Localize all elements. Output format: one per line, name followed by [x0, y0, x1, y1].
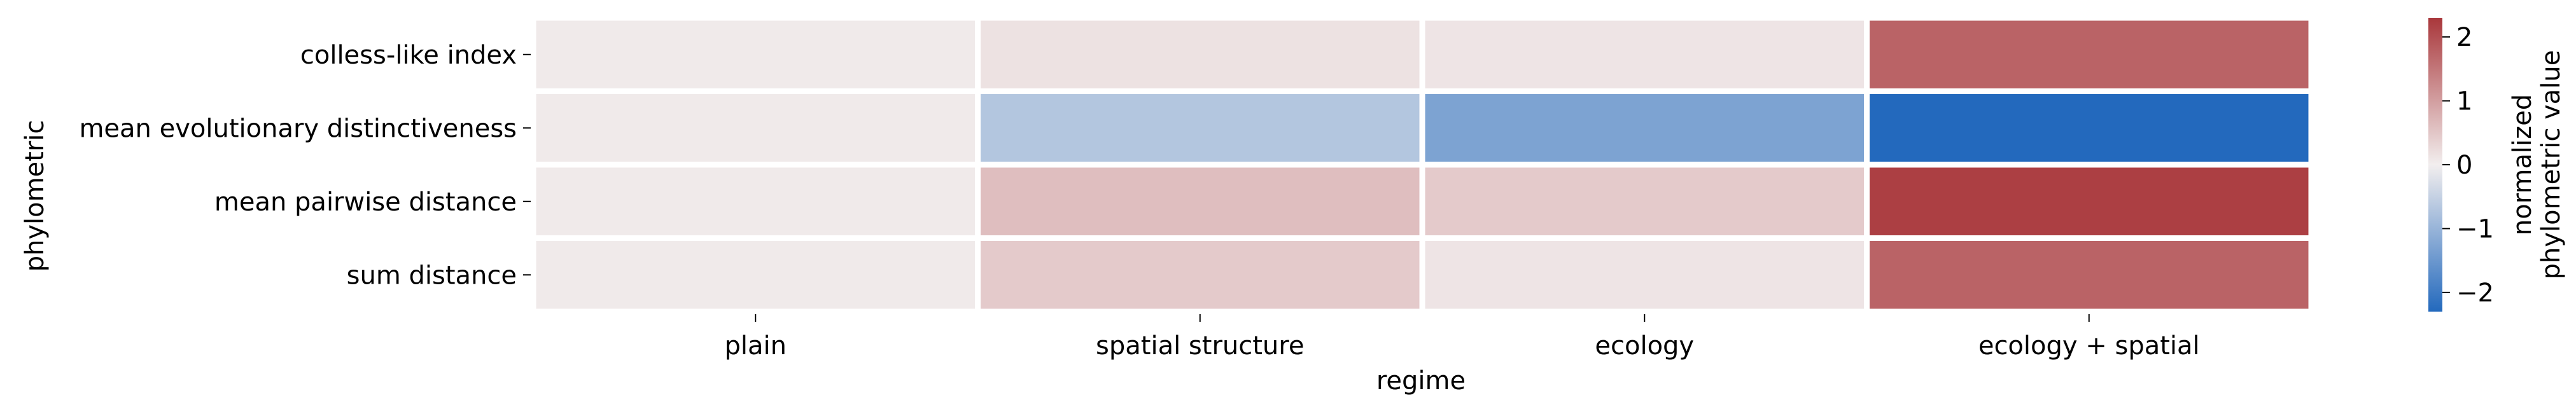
colorbar-tick-label: 1: [2456, 87, 2472, 116]
y-axis-ticks: colless-like index mean evolutionary dist…: [79, 41, 531, 290]
colorbar-label-line1: normalized: [2508, 94, 2537, 235]
heatmap-cell: [981, 94, 1420, 162]
heatmap-cell: [1425, 94, 1864, 162]
x-tick-label: spatial structure: [1096, 331, 1304, 361]
y-axis-title: phylometric: [20, 120, 50, 272]
x-tick-label: plain: [725, 331, 787, 361]
y-tick-label: mean evolutionary distinctiveness: [79, 114, 517, 143]
y-tick-label: mean pairwise distance: [214, 188, 517, 217]
heatmap-cell: [1870, 94, 2309, 162]
heatmap-cell: [536, 94, 975, 162]
colorbar-tick-label: −2: [2456, 279, 2494, 308]
heatmap-cells: [536, 20, 2309, 309]
heatmap-cell: [536, 20, 975, 88]
colorbar-tick-label: 2: [2456, 23, 2472, 52]
heatmap-cell: [981, 241, 1420, 309]
x-tick-label: ecology: [1595, 331, 1694, 361]
heatmap-cell: [1425, 241, 1864, 309]
heatmap-cell: [981, 167, 1420, 235]
heatmap-cell: [981, 20, 1420, 88]
heatmap-cell: [1425, 167, 1864, 235]
colorbar-tick-label: −1: [2456, 214, 2494, 244]
heatmap-cell: [1870, 167, 2309, 235]
x-axis-ticks: plain spatial structure ecology ecology + s…: [725, 314, 2200, 361]
colorbar: [2428, 18, 2442, 312]
heatmap-cell: [536, 167, 975, 235]
colorbar-tick-label: 0: [2456, 151, 2472, 180]
y-tick-label: sum distance: [347, 261, 517, 290]
heatmap-cell: [1425, 20, 1864, 88]
colorbar-label-line2: phylometric value: [2537, 50, 2566, 280]
x-axis-title: regime: [1376, 366, 1466, 396]
x-tick-label: ecology + spatial: [1978, 331, 2200, 361]
heatmap-cell: [1870, 20, 2309, 88]
colorbar-ticks: −2 −1 0 1 2: [2442, 23, 2494, 308]
heatmap-cell: [1870, 241, 2309, 309]
y-tick-label: colless-like index: [300, 41, 517, 70]
heatmap-cell: [536, 241, 975, 309]
